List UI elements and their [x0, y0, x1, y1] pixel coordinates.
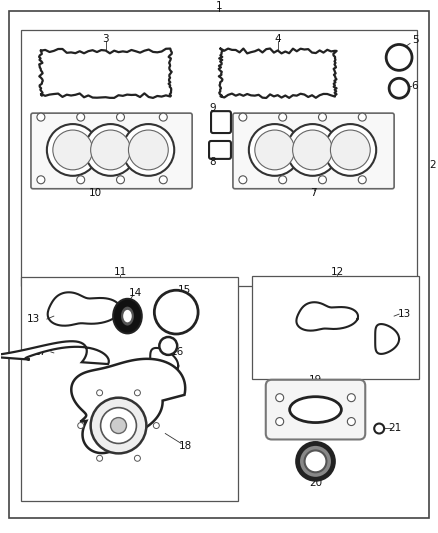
Text: 16: 16 — [170, 347, 184, 357]
Circle shape — [85, 124, 136, 176]
Text: 10: 10 — [89, 188, 102, 198]
Circle shape — [304, 450, 326, 472]
Circle shape — [389, 78, 409, 98]
Circle shape — [128, 130, 168, 170]
Circle shape — [293, 130, 332, 170]
Circle shape — [37, 176, 45, 184]
Circle shape — [330, 130, 370, 170]
Polygon shape — [0, 341, 109, 364]
FancyBboxPatch shape — [31, 113, 192, 189]
Circle shape — [91, 130, 131, 170]
Circle shape — [77, 176, 85, 184]
Circle shape — [358, 113, 366, 121]
Text: 13: 13 — [26, 314, 39, 324]
FancyBboxPatch shape — [233, 113, 394, 189]
Circle shape — [318, 176, 326, 184]
Text: 18: 18 — [179, 441, 192, 451]
Circle shape — [153, 423, 159, 429]
Circle shape — [347, 394, 355, 402]
Text: 19: 19 — [309, 375, 322, 385]
Ellipse shape — [117, 303, 138, 329]
Circle shape — [159, 337, 177, 355]
Circle shape — [297, 443, 333, 479]
FancyBboxPatch shape — [266, 380, 365, 440]
Text: 3: 3 — [102, 34, 109, 44]
Circle shape — [276, 417, 284, 425]
Text: 20: 20 — [309, 478, 322, 488]
Circle shape — [325, 124, 376, 176]
Circle shape — [91, 398, 146, 454]
Text: 17: 17 — [34, 347, 48, 357]
Ellipse shape — [290, 397, 341, 423]
Circle shape — [37, 113, 45, 121]
Text: 13: 13 — [166, 367, 180, 377]
Text: 12: 12 — [331, 268, 344, 277]
Circle shape — [110, 417, 127, 433]
Text: 4: 4 — [274, 34, 281, 44]
Text: 21: 21 — [389, 423, 402, 433]
Text: 7: 7 — [310, 188, 317, 198]
Polygon shape — [71, 359, 185, 453]
Circle shape — [101, 408, 136, 443]
Ellipse shape — [113, 299, 141, 333]
Text: 2: 2 — [430, 160, 436, 170]
Text: 6: 6 — [412, 81, 418, 91]
Circle shape — [78, 423, 84, 429]
Circle shape — [276, 394, 284, 402]
Text: 1: 1 — [215, 1, 223, 11]
Circle shape — [123, 124, 174, 176]
Circle shape — [239, 113, 247, 121]
Circle shape — [134, 455, 141, 461]
Circle shape — [318, 113, 326, 121]
Text: 5: 5 — [412, 36, 418, 45]
Circle shape — [117, 113, 124, 121]
Bar — [21, 29, 417, 286]
FancyBboxPatch shape — [211, 111, 231, 133]
Circle shape — [374, 424, 384, 433]
Text: 15: 15 — [177, 285, 191, 295]
FancyBboxPatch shape — [209, 141, 231, 159]
Bar — [252, 276, 419, 379]
Circle shape — [154, 290, 198, 334]
Circle shape — [117, 176, 124, 184]
Circle shape — [358, 176, 366, 184]
Circle shape — [134, 390, 141, 396]
Circle shape — [97, 390, 102, 396]
Text: 8: 8 — [210, 157, 216, 167]
Text: 13: 13 — [397, 309, 411, 319]
Circle shape — [386, 44, 412, 70]
Circle shape — [97, 455, 102, 461]
Circle shape — [255, 130, 295, 170]
Text: 9: 9 — [210, 103, 216, 113]
Circle shape — [279, 176, 286, 184]
Circle shape — [239, 176, 247, 184]
Text: 11: 11 — [114, 268, 127, 277]
Ellipse shape — [123, 309, 132, 323]
Circle shape — [279, 113, 286, 121]
Circle shape — [77, 113, 85, 121]
Circle shape — [249, 124, 300, 176]
Circle shape — [47, 124, 99, 176]
Circle shape — [347, 417, 355, 425]
Text: 14: 14 — [129, 288, 142, 298]
Circle shape — [159, 113, 167, 121]
Circle shape — [286, 124, 339, 176]
Bar — [21, 277, 238, 501]
Circle shape — [159, 176, 167, 184]
Circle shape — [53, 130, 93, 170]
